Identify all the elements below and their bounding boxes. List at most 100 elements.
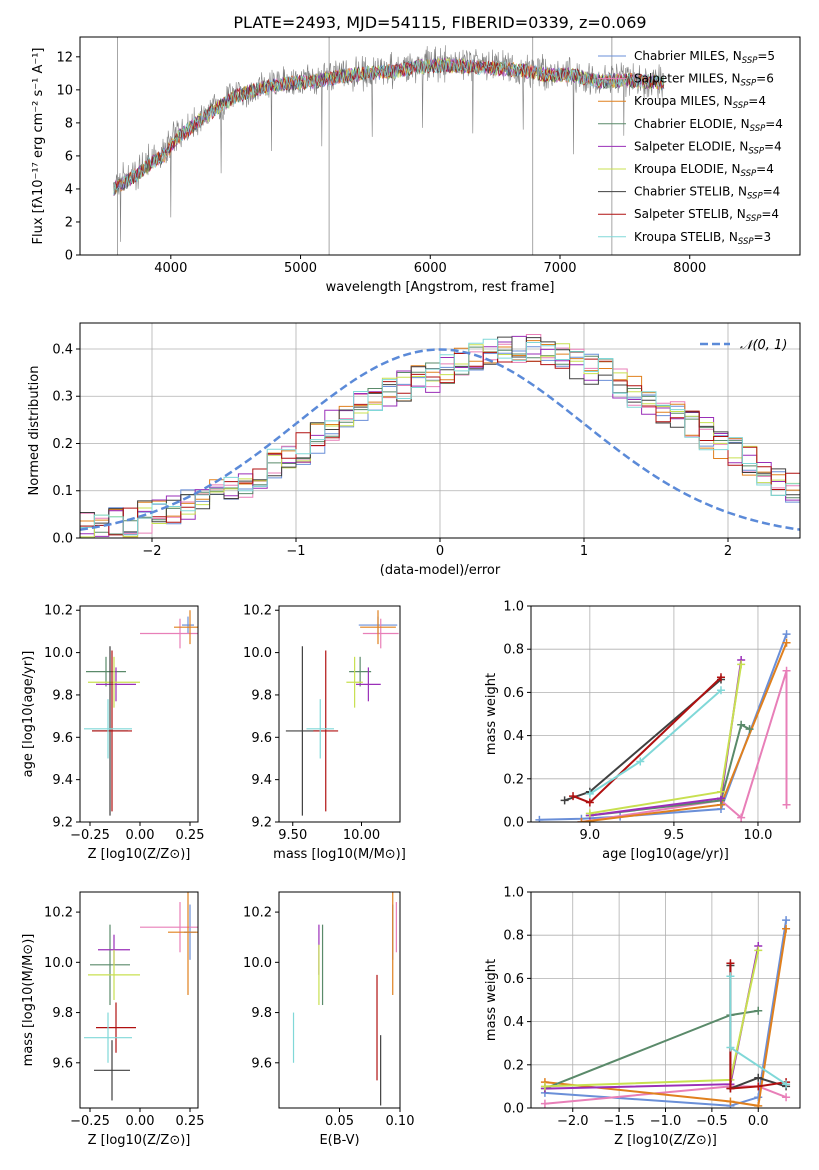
axes-frame — [79, 36, 801, 256]
x-axis-label: wavelength [Angstrom, rest frame] — [326, 280, 555, 295]
legend-label: Kroupa STELIB, NSSP=3 — [634, 230, 771, 247]
y-tick-label: 0.8 — [503, 929, 524, 944]
x-tick-label: 0.00 — [126, 1114, 155, 1129]
panel-residuals: −2 −1 0 1 2 0.0 0.1 0.2 0.3 0.4 (data-model)/error… — [27, 322, 801, 578]
y-tick-label: 10.2 — [243, 906, 272, 921]
y-tick-label: 9.4 — [52, 773, 73, 788]
y-tick-label: 0.0 — [503, 816, 524, 831]
panel-mass-vs-Z: −0.25 0.00 0.25 9.6 9.8 10.0 10.2 Z [log10(Z/Z⊙… — [21, 891, 204, 1148]
weight-line-salpeter_miles — [544, 1085, 787, 1105]
y-tick-label: 0.2 — [503, 772, 524, 787]
axes-frame — [530, 605, 801, 823]
y-tick-label: 0.3 — [52, 390, 73, 405]
weight-line-kroupa_elodie — [544, 950, 760, 1088]
y-tick-label: 10.2 — [44, 906, 73, 921]
weight-marker — [782, 638, 791, 647]
plot-area — [113, 37, 665, 255]
weight-marker — [726, 1097, 735, 1106]
y-tick-label: 9.6 — [251, 731, 272, 746]
y-tick-label: 0.8 — [503, 643, 524, 658]
weight-marker — [535, 815, 544, 822]
x-tick-label: 0.00 — [126, 828, 155, 843]
weight-marker — [754, 1073, 763, 1082]
x-axis-label: Z [log10(Z/Z⊙)] — [88, 847, 191, 862]
weight-marker — [716, 787, 725, 796]
weight-marker — [782, 1093, 791, 1102]
plot-area — [292, 892, 397, 1106]
y-tick-label: 6 — [65, 149, 73, 164]
x-tick-label: −1.0 — [650, 1114, 682, 1129]
weight-marker — [716, 673, 725, 682]
y-tick-label: 0.4 — [52, 342, 73, 357]
y-tick-label: 1.0 — [503, 600, 524, 615]
weight-line-chabrier_miles — [544, 919, 788, 1107]
legend-label: 𝒩(0, 1) — [740, 338, 787, 353]
y-tick-label: 0.1 — [52, 484, 73, 499]
y-tick-label: 10.0 — [44, 646, 73, 661]
plot-area — [535, 630, 791, 822]
axes-frame — [79, 891, 199, 1109]
y-tick-label: 10.0 — [243, 956, 272, 971]
y-tick-label: 1.0 — [503, 886, 524, 901]
y-tick-label: 10.2 — [243, 604, 272, 619]
legend-label: Salpeter ELODIE, NSSP=4 — [634, 139, 782, 156]
histogram-chabrier_stelib — [80, 336, 800, 533]
x-tick-label: 6000 — [414, 261, 447, 276]
legend-label: Chabrier ELODIE, NSSP=4 — [634, 117, 783, 134]
weight-marker — [737, 813, 746, 822]
y-tick-label: 0.2 — [52, 437, 73, 452]
weight-marker — [585, 798, 594, 807]
weight-line-kroupa_stelib — [589, 689, 722, 795]
x-tick-label: −0.25 — [70, 828, 110, 843]
axes-frame — [79, 605, 199, 823]
legend-label: Kroupa ELODIE, NSSP=4 — [634, 162, 774, 179]
normal-curve — [80, 348, 800, 531]
x-tick-label: 9.0 — [580, 828, 601, 843]
y-tick-label: 9.8 — [251, 688, 272, 703]
weight-marker — [782, 800, 791, 809]
legend-label: Salpeter MILES, NSSP=6 — [634, 72, 774, 89]
y-axis-label: Flux [fλ10⁻¹⁷ erg cm⁻² s⁻¹ A⁻¹] — [31, 48, 46, 245]
histogram-chabrier_miles — [80, 346, 800, 538]
y-tick-label: 0.0 — [503, 1102, 524, 1117]
weight-marker — [745, 725, 754, 734]
axes-frame — [278, 605, 401, 823]
y-tick-label: 0.4 — [503, 1015, 524, 1030]
x-tick-label: −1.5 — [603, 1114, 635, 1129]
legend-label: Chabrier MILES, NSSP=5 — [634, 49, 775, 66]
y-tick-label: 9.2 — [52, 816, 73, 831]
weight-marker — [726, 1043, 735, 1052]
x-tick-label: 5000 — [284, 261, 317, 276]
y-tick-label: 9.2 — [251, 816, 272, 831]
x-tick-label: 9.5 — [664, 828, 685, 843]
y-tick-label: 8 — [65, 116, 73, 131]
x-tick-label: 0 — [436, 544, 444, 559]
x-axis-label: E(B-V) — [319, 1133, 359, 1148]
x-tick-label: −0.5 — [696, 1114, 728, 1129]
weight-marker — [716, 686, 725, 695]
weight-line-salpeter_stelib — [572, 676, 722, 804]
x-tick-label: 0.10 — [386, 1114, 415, 1129]
x-axis-label: age [log10(age/yr)] — [602, 847, 729, 862]
y-tick-label: 0.6 — [503, 686, 524, 701]
weight-marker — [754, 1006, 763, 1015]
panel-weight-vs-Z: −2.0 −1.5 −1.0 −0.5 0.0 0.0 0.2 0.4 0.6 0.8 1.0 Z [… — [484, 886, 801, 1148]
x-axis-label: Z [log10(Z/Z⊙)] — [88, 1133, 191, 1148]
figure-title: PLATE=2493, MJD=54115, FIBERID=0339, z=0… — [233, 13, 646, 32]
y-tick-label: 10.0 — [44, 956, 73, 971]
axes-frame — [278, 891, 401, 1109]
weight-marker — [540, 1082, 549, 1091]
x-tick-label: 2 — [724, 544, 732, 559]
x-tick-label: 8000 — [673, 261, 706, 276]
weight-marker — [782, 916, 791, 925]
weight-line-chabrier_elodie — [589, 723, 751, 817]
y-tick-label: 0.2 — [503, 1058, 524, 1073]
weight-marker — [737, 720, 746, 729]
weight-marker — [569, 792, 578, 801]
weight-line-kroupa_miles — [544, 928, 788, 1107]
x-tick-label: 0.05 — [325, 1114, 354, 1129]
x-tick-label: 10.00 — [343, 828, 380, 843]
weight-marker — [737, 660, 746, 669]
legend-label: Salpeter STELIB, NSSP=4 — [634, 207, 779, 224]
y-tick-label: 4 — [65, 182, 73, 197]
